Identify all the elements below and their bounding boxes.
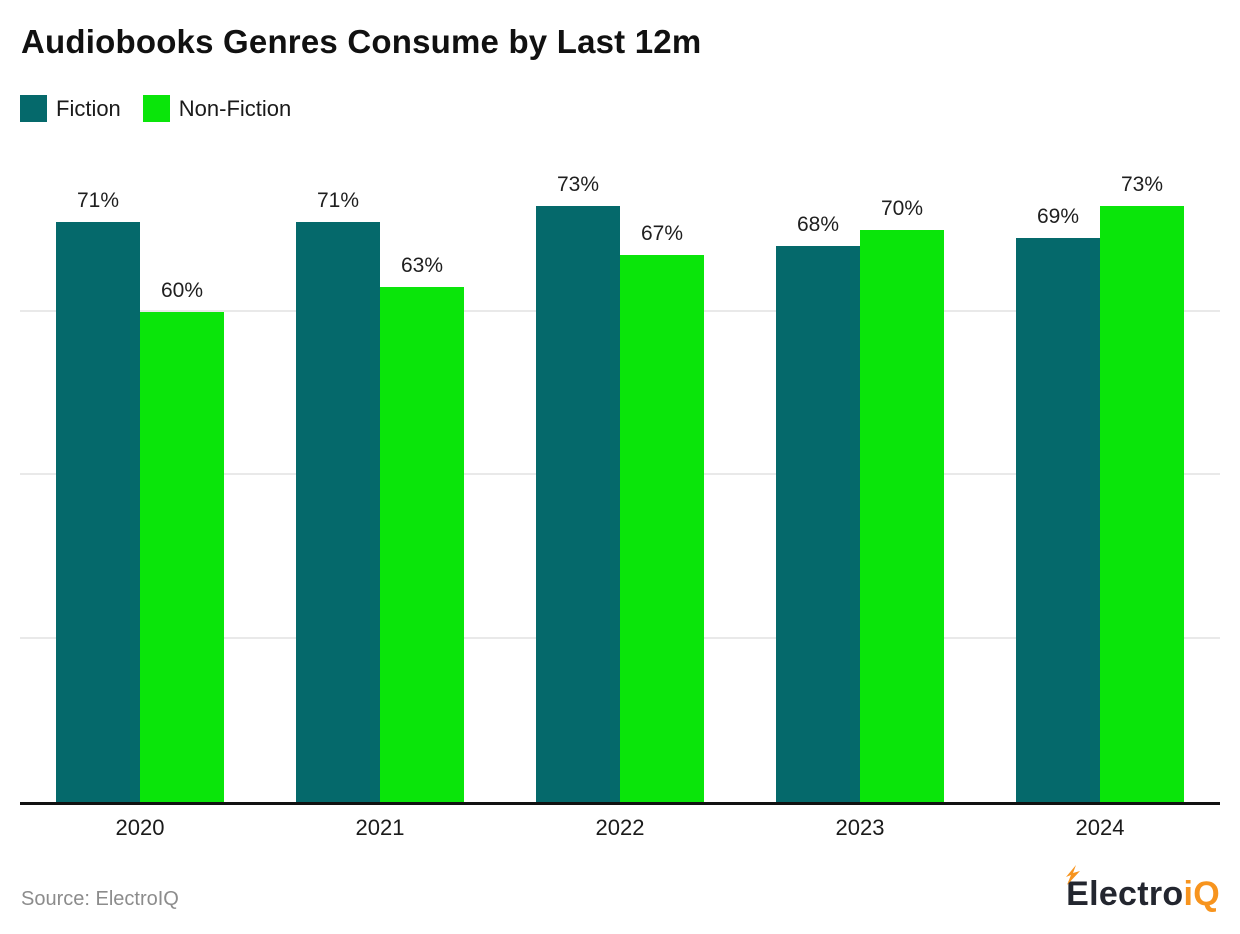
legend-swatch-non-fiction-icon <box>142 95 170 122</box>
x-axis-label-2023: 2023 <box>835 815 885 840</box>
plot-area: 71% 60% 2020 71% 63% 2021 73% 67% 2022 68% 70% 2023… <box>20 160 1220 840</box>
source-text: Source: ElectroIQ <box>21 888 179 910</box>
legend-item-fiction: Fiction <box>20 95 121 122</box>
bar-non-fiction-2021 <box>380 287 464 802</box>
logo-part2: iQ <box>1183 875 1220 913</box>
bar-value-label-fiction-2021: 71% <box>316 189 360 212</box>
bar-value-label-non-fiction-2024: 73% <box>1120 173 1164 196</box>
bar-non-fiction-2020 <box>140 312 224 802</box>
bar-value-label-fiction-2020: 71% <box>76 189 120 212</box>
bar-value-label-non-fiction-2020: 60% <box>160 279 204 302</box>
bar-fiction-2020 <box>56 222 140 802</box>
x-axis-label-2024: 2024 <box>1075 815 1125 840</box>
chart-title: Audiobooks Genres Consume by Last 12m <box>21 23 702 60</box>
bar-fiction-2021 <box>296 222 380 802</box>
bar-value-label-non-fiction-2023: 70% <box>880 197 924 220</box>
x-axis-label-2021: 2021 <box>355 815 405 840</box>
bar-fiction-2023 <box>776 246 860 802</box>
electroiq-logo: Electro iQ <box>1066 865 1220 914</box>
x-axis-label-2022: 2022 <box>595 815 645 840</box>
bar-non-fiction-2023 <box>860 230 944 802</box>
legend-swatch-fiction-icon <box>20 95 47 122</box>
chart-legend: Fiction Non-Fiction <box>20 95 291 122</box>
bar-non-fiction-2024 <box>1100 206 1184 802</box>
legend-label-non-fiction: Non-Fiction <box>178 95 292 121</box>
bar-non-fiction-2022 <box>620 255 704 802</box>
x-axis-label-2020: 2020 <box>115 815 165 840</box>
logo-part1: Electro <box>1066 875 1184 913</box>
legend-item-non-fiction: Non-Fiction <box>142 95 292 122</box>
lightning-bolt-icon <box>1066 865 1081 885</box>
bar-value-label-fiction-2023: 68% <box>796 213 840 236</box>
bar-value-label-non-fiction-2022: 67% <box>640 222 684 245</box>
x-axis-line <box>20 802 1220 805</box>
bar-value-label-fiction-2024: 69% <box>1036 205 1080 228</box>
legend-label-fiction: Fiction <box>56 95 121 121</box>
logo-text-dark: Electro <box>1066 865 1184 914</box>
bar-value-label-non-fiction-2021: 63% <box>400 254 444 277</box>
bar-fiction-2024 <box>1016 238 1100 802</box>
bar-fiction-2022 <box>536 206 620 802</box>
bar-value-label-fiction-2022: 73% <box>556 173 600 196</box>
